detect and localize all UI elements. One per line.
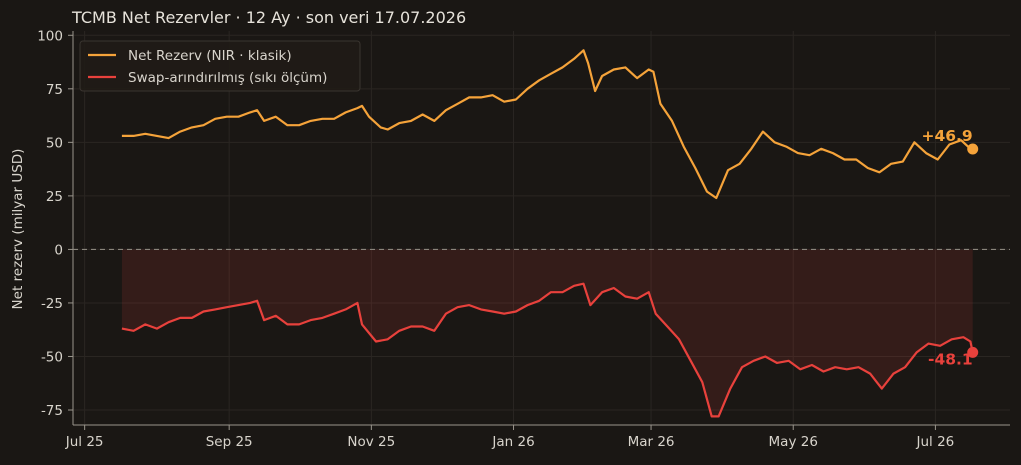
x-tick-label: May 26 xyxy=(769,434,818,450)
nir-end-label: +46.9 xyxy=(921,127,972,145)
y-tick-label: -50 xyxy=(41,349,63,365)
nir-end-marker xyxy=(967,143,979,155)
y-tick-label: 25 xyxy=(46,189,63,205)
y-tick-label: -25 xyxy=(41,296,63,312)
x-tick-label: Nov 25 xyxy=(347,434,395,450)
x-tick-label: Jul 25 xyxy=(65,434,104,450)
x-tick-label: Sep 25 xyxy=(206,434,253,450)
grid-layer xyxy=(73,31,1010,425)
chart-title: TCMB Net Rezervler · 12 Ay · son veri 17… xyxy=(71,8,466,27)
x-tick-label: Mar 26 xyxy=(628,434,675,450)
y-tick-label: 100 xyxy=(37,28,63,44)
y-tick-label: -75 xyxy=(41,403,63,419)
swap-end-marker xyxy=(967,346,979,358)
y-axis-label: Net rezerv (milyar USD) xyxy=(10,149,26,310)
swap-end-label: -48.1 xyxy=(928,350,973,368)
axis-layer: -75 -50 -25 0 25 50 75 100 Jul 25 Sep 25 Nov 25 Jan… xyxy=(37,28,1010,450)
y-tick-label: 50 xyxy=(46,135,63,151)
label-layer: +46.9 -48.1 xyxy=(921,127,972,368)
y-tick-label: 0 xyxy=(54,242,63,258)
nir-series-line xyxy=(121,49,974,200)
x-tick-label: Jan 26 xyxy=(491,434,534,450)
swap-negative-area xyxy=(121,249,973,417)
x-tick-label: Jul 26 xyxy=(916,434,955,450)
fill-layer xyxy=(121,249,973,417)
swap-series-line xyxy=(121,282,974,418)
series-layer xyxy=(121,49,979,418)
legend-layer: Net Rezerv (NIR · klasik) Swap-arındırıl… xyxy=(79,40,361,92)
legend-label-swap: Swap-arındırılmış (sıkı ölçüm) xyxy=(128,70,327,86)
legend-box xyxy=(79,40,361,92)
y-tick-label: 75 xyxy=(46,82,63,98)
legend-label-nir: Net Rezerv (NIR · klasik) xyxy=(128,48,292,64)
